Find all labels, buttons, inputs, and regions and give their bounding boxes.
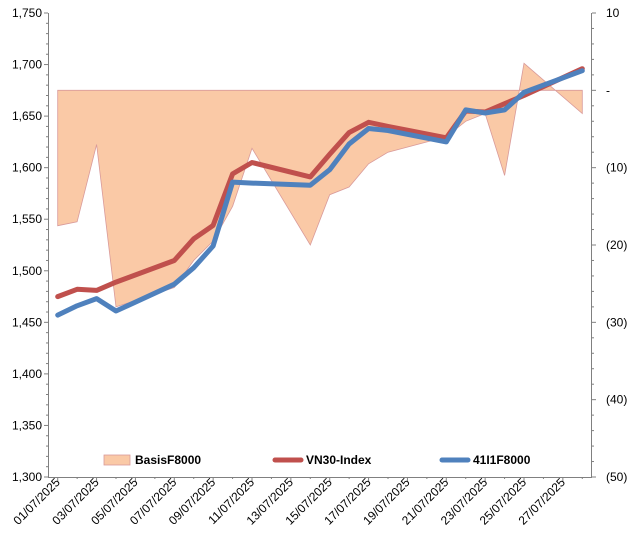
y-tick-label: 1,350 [12,418,42,432]
legend-label-41i1f8000: 41I1F8000 [473,453,531,467]
y-tick-label: 1,550 [12,212,42,226]
series-line-41i1f8000 [55,68,585,318]
y-tick-label: 1,500 [12,264,42,278]
y2-tick-label: (30) [606,315,627,329]
plot-area [55,62,585,318]
legend-label-vn30-index: VN30-Index [306,453,372,467]
y-tick-label: 1,600 [12,161,42,175]
y2-tick-label: (20) [606,238,627,252]
y2-tick-label: (40) [606,393,627,407]
y-tick-label: 1,650 [12,109,42,123]
y-tick-label: 1,450 [12,315,42,329]
y-tick-label: 1,300 [12,470,42,484]
y2-tick-label: (50) [606,470,627,484]
y2-tick-label: (10) [606,161,627,175]
y-tick-label: 1,400 [12,367,42,381]
legend-label-basisf8000: BasisF8000 [135,453,201,467]
series-area-basisf8000 [57,62,583,308]
y2-tick-label: 10 [606,6,620,20]
y2-tick-label: - [606,83,610,97]
legend-swatch-basisf8000 [103,454,131,466]
y-tick-label: 1,750 [12,6,42,20]
y-tick-label: 1,700 [12,58,42,72]
legend: BasisF8000 VN30-Index 41I1F8000 [103,453,531,467]
axes [48,13,592,478]
